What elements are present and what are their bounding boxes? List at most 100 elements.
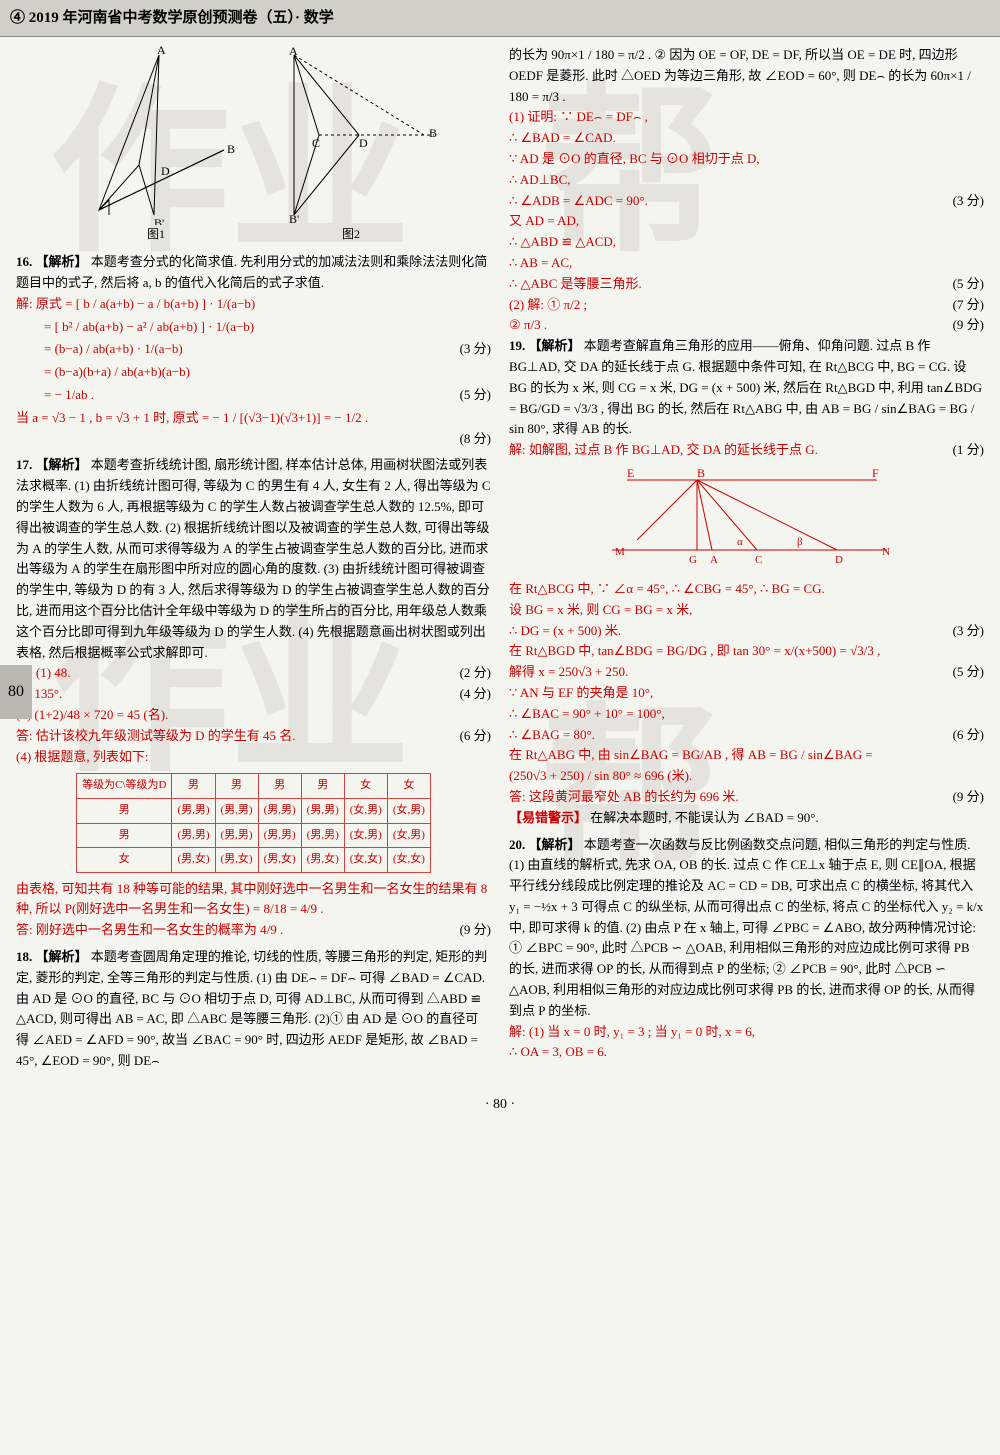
q17-s4: (9 分)	[460, 920, 491, 941]
svg-text:A: A	[289, 45, 298, 58]
q18-proof-6: ∴ △ABD ≌ △ACD,	[509, 232, 984, 253]
q19-note-tag: 【易错警示】	[509, 810, 587, 825]
q19-score-5: (5 分)	[953, 662, 984, 683]
col-h: 男	[172, 774, 215, 799]
page-number-tab: 80	[0, 665, 32, 719]
figure-2: A B B' C D 图2	[264, 45, 439, 244]
right-column: 的长为 90π×1 / 180 = π/2 . ② 因为 OE = OF, DE…	[509, 45, 984, 1078]
q19-l3: 在 Rt△BGD 中, tan∠BDG = BG/DG , 即 tan 30° …	[509, 641, 984, 662]
q18-text: 本题考查圆周角定理的推论, 切线的性质, 等腰三角形的判定, 矩形的判定, 菱形…	[16, 949, 487, 1068]
label-A: A	[157, 45, 166, 57]
svg-text:β: β	[797, 536, 803, 548]
question-20: 20. 【解析】 本题考查一次函数与反比例函数交点问题, 相似三角形的判定与性质…	[509, 835, 984, 1064]
q19-score-6: (6 分)	[953, 725, 984, 746]
q19-score-9: (9 分)	[953, 787, 984, 808]
q16-line-0: 原式 = [ b / a(a+b) − a / b(a+b) ] · 1/(a−…	[36, 296, 255, 311]
svg-text:B: B	[429, 126, 437, 140]
q17-a3b: 答: 估计该校九年级测试等级为 D 的学生有 45 名.	[16, 728, 296, 743]
svg-text:M: M	[615, 546, 625, 558]
q18-proof-3: ∴ AD⊥BC,	[509, 170, 984, 191]
q19-note: 在解决本题时, 不能误认为 ∠BAD = 90°.	[590, 810, 818, 825]
q20-text: 本题考查一次函数与反比例函数交点问题, 相似三角形的判定与性质. (1) 由直线…	[509, 837, 983, 1018]
q19-score-3: (3 分)	[953, 621, 984, 642]
q16-num: 16.	[16, 254, 32, 269]
q18-proof-5: 又 AD = AD,	[509, 211, 984, 232]
q16-score-3: (3 分)	[460, 339, 491, 360]
q20-a1: (1) 当 x = 0 时, y₁ = 3 ; 当 y₁ = 0 时, x = …	[529, 1024, 755, 1039]
q18-s7: (7 分)	[953, 295, 984, 316]
q17-s3: (6 分)	[460, 726, 491, 747]
left-column: A B B' D 图1 A B B'	[16, 45, 491, 1078]
q18-proof-label: (1) 证明:	[509, 109, 557, 124]
figure-2-caption: 图2	[264, 225, 439, 244]
q20-a1b: ∴ OA = 3, OB = 6.	[509, 1042, 984, 1063]
q17-a4c: 答: 刚好选中一名男生和一名女生的概率为 4/9 .	[16, 922, 283, 937]
q19-l4: 解得 x = 250√3 + 250.	[509, 664, 628, 679]
q19-l7: ∴ ∠BAG = 80°.	[509, 727, 595, 742]
q19-l9: (250√3 + 250) / sin 80° ≈ 696 (米).	[509, 766, 984, 787]
question-19: 19. 【解析】 本题考查解直角三角形的应用——俯角、仰角问题. 过点 B 作 …	[509, 336, 984, 828]
table-corner: 等级为C\等级为D	[77, 774, 172, 799]
q18-proof-0: ∵ DE⌢ = DF⌢ ,	[560, 109, 648, 124]
svg-text:D: D	[835, 554, 843, 566]
q16-score-5: (5 分)	[460, 385, 491, 406]
q18-proof-4: ∴ ∠ADB = ∠ADC = 90°.	[509, 193, 648, 208]
q17-num: 17.	[16, 457, 32, 472]
q19-solve-pre: 如解图, 过点 B 作 BG⊥AD, 交 DA 的延长线于点 G.	[529, 442, 818, 457]
svg-text:B': B'	[289, 212, 299, 225]
label-B: B	[227, 142, 235, 156]
q18-a2-2: ② π/3 .	[509, 317, 547, 332]
q16-line-2: = (b−a) / ab(a+b) · 1/(a−b)	[44, 341, 183, 356]
col-h: 男	[258, 774, 301, 799]
q17-s2: (4 分)	[460, 684, 491, 705]
q18-a2-label: (2) 解:	[509, 297, 544, 312]
q16-score-8: (8 分)	[16, 429, 491, 450]
q19-num: 19.	[509, 338, 525, 353]
q16-line-4: = − 1/ab .	[44, 387, 94, 402]
svg-text:D: D	[359, 136, 368, 150]
q18-score-3: (3 分)	[953, 191, 984, 212]
q19-l0: 在 Rt△BCG 中, ∵ ∠α = 45°, ∴ ∠CBG = 45°, ∴ …	[509, 579, 984, 600]
col-h: 女	[344, 774, 387, 799]
col-h: 女	[387, 774, 430, 799]
svg-text:A: A	[710, 554, 718, 566]
page-header: ④ 2019 年河南省中考数学原创预测卷（五）· 数学	[0, 0, 1000, 37]
col-h: 男	[215, 774, 258, 799]
q18-proof-8: ∴ △ABC 是等腰三角形.	[509, 276, 642, 291]
svg-text:N: N	[882, 546, 890, 558]
svg-text:C: C	[755, 554, 762, 566]
q19-tag: 【解析】	[529, 338, 581, 353]
q18-s9: (9 分)	[953, 315, 984, 336]
q17-tag: 【解析】	[36, 457, 88, 472]
q17-a3: (3) (1+2)/48 × 720 = 45 (名).	[16, 705, 491, 726]
q16-sub: 当 a = √3 − 1 , b = √3 + 1 时, 原式 = − 1 / …	[16, 410, 368, 425]
q16-line-1: = [ b² / ab(a+b) − a² / ab(a+b) ] · 1/(a…	[44, 317, 491, 338]
q20-num: 20.	[509, 837, 525, 852]
q17-a4b: 由表格, 可知共有 18 种等可能的结果, 其中刚好选中一名男生和一名女生的结果…	[16, 879, 491, 921]
q20-solve-label: 解:	[509, 1024, 526, 1039]
q18-a2-1: ① π/2 ;	[547, 297, 587, 312]
table-row: 男 (男,男) (男,男) (男,男) (男,男) (女,男) (女,男)	[77, 798, 431, 823]
q18-score-5: (5 分)	[953, 274, 984, 295]
svg-text:α: α	[737, 536, 743, 548]
question-18: 18. 【解析】 本题考查圆周角定理的推论, 切线的性质, 等腰三角形的判定, …	[16, 947, 491, 1072]
q17-table: 等级为C\等级为D 男 男 男 男 女 女 男 (男,男) (男,男) (男,男…	[76, 773, 431, 872]
q17-s1: (2 分)	[460, 663, 491, 684]
table-row: 男 (男,男) (男,男) (男,男) (男,男) (女,男) (女,男)	[77, 823, 431, 848]
q19-s0: (1 分)	[953, 440, 984, 461]
q20-tag: 【解析】	[529, 837, 581, 852]
svg-text:G: G	[689, 554, 697, 566]
q19-solve-label: 解:	[509, 442, 526, 457]
q17-a4: (4) 根据题意, 列表如下:	[16, 747, 491, 768]
col-h: 男	[301, 774, 344, 799]
q16-line-3: = (b−a)(b+a) / ab(a+b)(a−b)	[44, 362, 491, 383]
question-17: 17. 【解析】 本题考查折线统计图, 扇形统计图, 样本估计总体, 用画树状图…	[16, 455, 491, 941]
q16-tag: 【解析】	[36, 254, 88, 269]
label-Bp: B'	[154, 216, 164, 225]
page-footer: · 80 ·	[0, 1094, 1000, 1116]
q16-solve-label: 解:	[16, 296, 33, 311]
q19-l8: 在 Rt△ABG 中, 由 sin∠BAG = BG/AB , 得 AB = B…	[509, 745, 984, 766]
svg-text:B: B	[697, 466, 705, 480]
q18-num: 18.	[16, 949, 32, 964]
q19-l10: 答: 这段黄河最窄处 AB 的长约为 696 米.	[509, 789, 739, 804]
